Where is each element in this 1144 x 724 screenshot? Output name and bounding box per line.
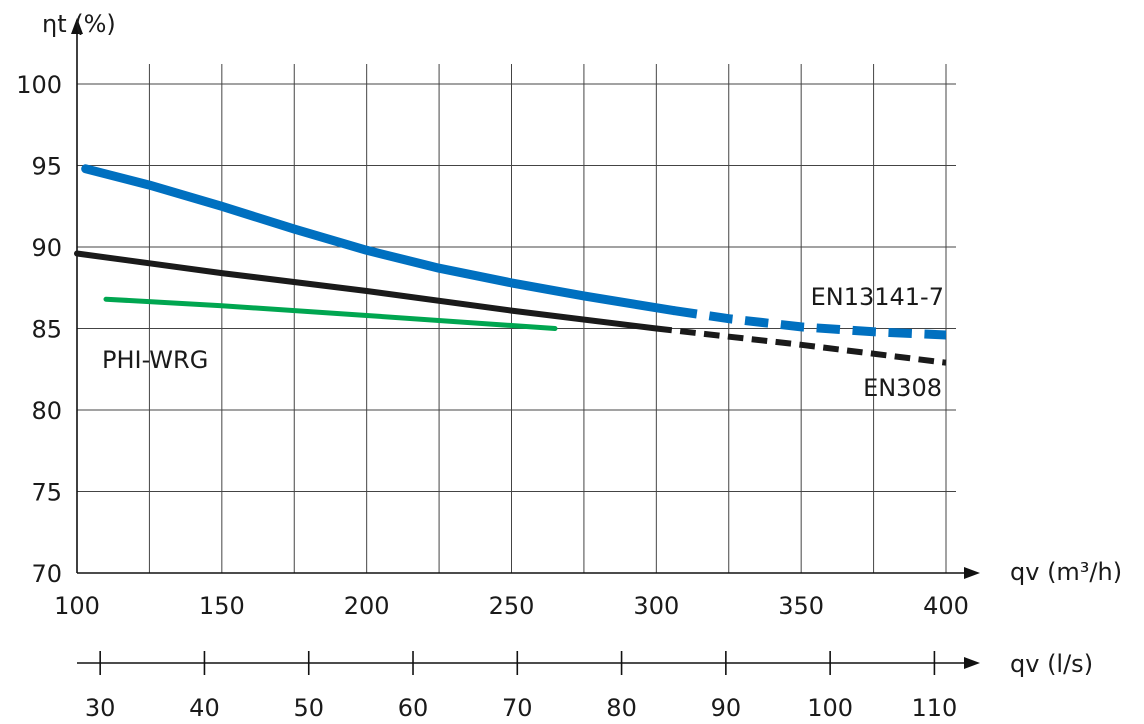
y-tick-label: 100 [16, 71, 62, 99]
x-tick-label: 150 [199, 592, 245, 620]
y-axis-arrow [71, 18, 83, 34]
secondary-x-axis-arrow [964, 657, 980, 669]
y-tick-label: 90 [31, 234, 62, 262]
secondary-x-tick-label: 50 [293, 694, 324, 722]
series-line-phi-wrg [103, 296, 558, 331]
secondary-x-tick-label: 80 [606, 694, 637, 722]
series-label-en308: EN308 [863, 374, 942, 402]
labels: EN13141-7 EN308 PHI-WRG ηt (%) qv (m³/h) qv (… [42, 10, 1122, 678]
x-tick-label: 300 [633, 592, 679, 620]
y-tick-label: 75 [31, 479, 62, 507]
series-extrapolation-en13141-7 [673, 306, 947, 340]
secondary-x-tick-label: 110 [912, 694, 958, 722]
x-tick-label: 100 [54, 592, 100, 620]
y-tick-label: 80 [31, 397, 62, 425]
series-group [74, 164, 947, 366]
series-label-phi-wrg: PHI-WRG [102, 346, 208, 374]
x-axis-title: qv (m³/h) [1010, 558, 1122, 586]
secondary-x-tick-label: 90 [711, 694, 742, 722]
y-tick-label: 85 [31, 316, 62, 344]
secondary-x-tick-label: 100 [807, 694, 853, 722]
x-axis-arrow [964, 567, 980, 579]
secondary-x-tick-label: 60 [398, 694, 429, 722]
x-tick-label: 200 [344, 592, 390, 620]
secondary-x-tick-label: 30 [85, 694, 116, 722]
series-label-en13141-7: EN13141-7 [811, 283, 944, 311]
x-tick-label: 250 [489, 592, 535, 620]
x-tick-label: 400 [923, 592, 969, 620]
axes [71, 18, 980, 675]
secondary-x-tick-label: 70 [502, 694, 533, 722]
series-line-en13141-7 [81, 164, 679, 316]
secondary-x-axis-title: qv (l/s) [1010, 650, 1093, 678]
x-tick-label: 350 [778, 592, 824, 620]
tick-labels: 70 75 80 85 90 95 100 100 150 200 250 300 350 400 30 40… [16, 71, 969, 722]
y-axis-title: ηt (%) [42, 10, 116, 38]
grid [76, 64, 956, 573]
y-tick-label: 95 [31, 153, 62, 181]
series-extrapolation-en308 [655, 325, 947, 366]
y-tick-label: 70 [31, 560, 62, 588]
secondary-x-tick-label: 40 [189, 694, 220, 722]
series-line-en308 [74, 250, 660, 332]
